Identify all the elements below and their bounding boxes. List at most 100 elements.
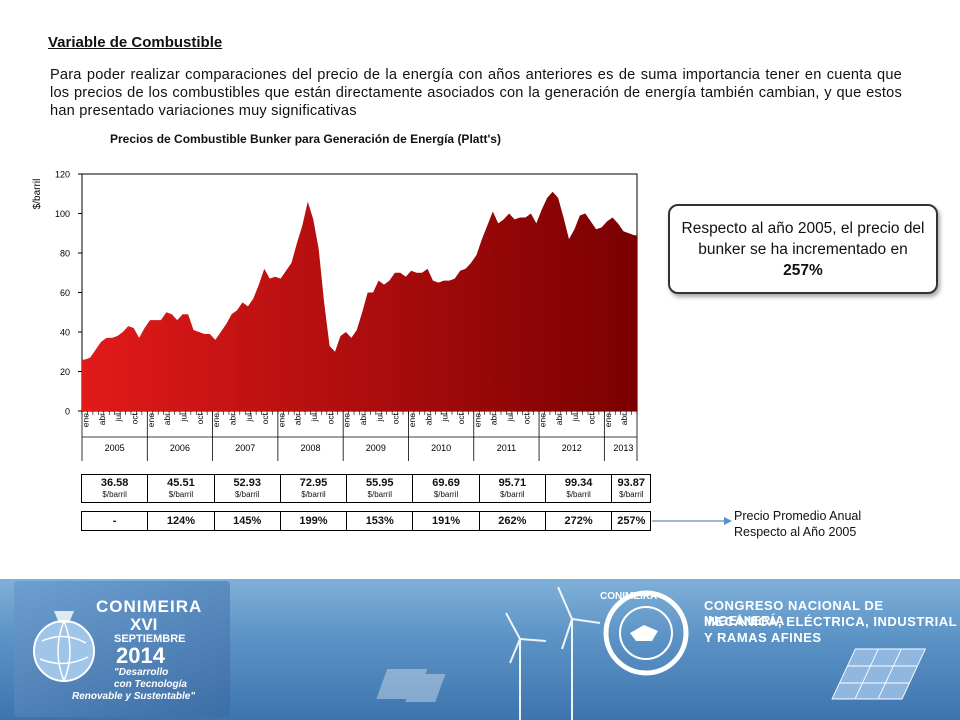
annual-price-unit: $/barril xyxy=(566,490,591,499)
annual-percent-cell: - xyxy=(80,511,149,531)
annual-percent-cell: 191% xyxy=(412,511,480,531)
banner-left-panel: CONIMEIRA XVI SEPTIEMBRE 2014 "Desarroll… xyxy=(14,581,230,717)
x-month-label: oct xyxy=(521,412,531,424)
annual-price-unit: $/barril xyxy=(500,490,525,499)
annual-percent-cell: 124% xyxy=(147,511,215,531)
annual-price-table: 36.58 $/barril 45.51 $/barril 52.93 $/barril 7… xyxy=(80,474,652,503)
x-year-label: 2005 xyxy=(105,443,125,453)
x-month-label: ene xyxy=(538,413,548,427)
annual-price-value: 69.69 xyxy=(432,477,460,489)
callout-highlight: 257% xyxy=(783,261,823,279)
banner-event-name: CONIMEIRA xyxy=(96,597,203,616)
annual-price-value: 99.34 xyxy=(564,477,593,489)
banner-edition: XVI xyxy=(130,615,158,634)
annual-price-unit: $/barril xyxy=(433,490,459,499)
banner-month: SEPTIEMBRE xyxy=(114,633,186,645)
x-month-label: abr xyxy=(489,413,499,425)
annual-price-unit: $/barril xyxy=(301,490,326,499)
arrow-icon xyxy=(652,517,732,525)
solar-panel-icon xyxy=(831,648,927,700)
note-line-1: Precio Promedio Anual xyxy=(734,509,862,523)
x-year-label: 2009 xyxy=(366,443,386,453)
annual-price-value: 95.71 xyxy=(498,477,527,489)
x-month-label: jul xyxy=(178,413,188,423)
x-month-label: ene xyxy=(81,413,91,427)
annual-percent-cell: 199% xyxy=(279,511,348,531)
x-month-label: oct xyxy=(456,412,466,424)
banner-logo-text: CONIMEIRA xyxy=(600,591,658,602)
y-tick-label: 60 xyxy=(60,288,70,298)
annual-percent-cell: 262% xyxy=(478,511,546,531)
annual-price-cell: 52.93 $/barril xyxy=(213,474,281,503)
banner-congress-line-3: Y RAMAS AFINES xyxy=(704,630,822,645)
x-month-label: jul xyxy=(440,413,450,423)
x-year-label: 2012 xyxy=(562,443,582,453)
y-tick-label: 40 xyxy=(60,328,70,338)
annual-price-cell: 95.71 $/barril xyxy=(478,474,546,503)
x-month-label: oct xyxy=(391,412,401,424)
conimeira-logo-icon xyxy=(603,590,689,676)
y-tick-label: 120 xyxy=(55,170,70,180)
annual-percent-table: -124% 145% 199% 153% 191% 262% 272% 257% xyxy=(80,511,652,531)
x-year-label: 2010 xyxy=(431,443,451,453)
x-month-label: jul xyxy=(244,413,254,423)
annual-price-cell: 99.34 $/barril xyxy=(544,474,613,503)
wind-turbines-icon xyxy=(376,586,601,720)
x-month-label: jul xyxy=(570,413,580,423)
annual-price-value: 45.51 xyxy=(167,477,195,489)
x-year-label: 2011 xyxy=(497,443,516,453)
annual-price-value: 93.87 xyxy=(617,477,646,489)
annual-percent-cell: 272% xyxy=(544,511,613,531)
x-month-label: ene xyxy=(276,413,286,427)
x-month-label: abr xyxy=(423,413,433,425)
banner-year: 2014 xyxy=(116,643,165,668)
chart-title: Precios de Combustible Bunker para Gener… xyxy=(110,132,501,146)
x-month-label: oct xyxy=(325,412,335,424)
y-tick-label: 80 xyxy=(60,249,70,259)
conference-banner: CONIMEIRA XVI SEPTIEMBRE 2014 "Desarroll… xyxy=(0,579,960,720)
x-month-label: ene xyxy=(146,413,156,427)
x-month-label: abr xyxy=(97,413,107,425)
note-line-2: Respecto al Año 2005 xyxy=(734,525,857,539)
y-tick-label: 0 xyxy=(65,407,70,417)
banner-tagline-1: "Desarrollo xyxy=(114,667,169,678)
x-month-label: abr xyxy=(619,413,629,425)
x-month-label: abr xyxy=(227,413,237,425)
x-month-label: jul xyxy=(374,413,384,423)
x-month-label: ene xyxy=(603,413,613,427)
x-month-label: ene xyxy=(211,413,221,427)
banner-tagline-3: Renovable y Sustentable" xyxy=(72,691,196,702)
annual-price-unit: $/barril xyxy=(168,490,194,499)
x-month-label: abr xyxy=(293,413,303,425)
annual-price-unit: $/barril xyxy=(102,490,127,499)
annual-price-cell: 72.95 $/barril xyxy=(279,474,348,503)
callout-text: Respecto al año 2005, el precio del bunk… xyxy=(681,219,925,258)
annual-price-cell: 36.58 $/barril xyxy=(80,474,149,503)
x-month-label: oct xyxy=(587,412,597,424)
banner-congress-line-2: MECÁNICA, ELÉCTRICA, INDUSTRIAL xyxy=(704,614,958,629)
annual-note: Precio Promedio Anual Respecto al Año 20… xyxy=(734,508,861,540)
x-month-label: oct xyxy=(130,412,140,424)
x-month-label: abr xyxy=(162,413,172,425)
x-year-label: 2008 xyxy=(301,443,321,453)
x-year-label: 2013 xyxy=(613,443,633,453)
x-month-label: ene xyxy=(407,413,417,427)
x-month-label: oct xyxy=(195,412,205,424)
annual-price-cell: 69.69 $/barril xyxy=(412,474,480,503)
x-month-label: jul xyxy=(113,413,123,423)
banner-congress-line-1: CONGRESO NACIONAL DE INGENIERÍA xyxy=(704,598,884,628)
annual-price-cell: 55.95 $/barril xyxy=(346,474,414,503)
annual-price-value: 52.93 xyxy=(233,477,261,489)
annual-percent-cell: 153% xyxy=(346,511,414,531)
increase-callout: Respecto al año 2005, el precio del bunk… xyxy=(668,204,938,294)
annual-price-cell: 93.87 $/barril xyxy=(611,474,652,503)
annual-price-value: 36.58 xyxy=(100,477,129,489)
x-month-label: ene xyxy=(342,413,352,427)
banner-tagline-2: con Tecnología xyxy=(114,679,187,690)
x-year-label: 2007 xyxy=(235,443,255,453)
y-axis-label: $/barril xyxy=(32,179,43,210)
x-month-label: ene xyxy=(472,413,482,427)
x-month-label: abr xyxy=(358,413,368,425)
globe-icon xyxy=(33,611,95,682)
